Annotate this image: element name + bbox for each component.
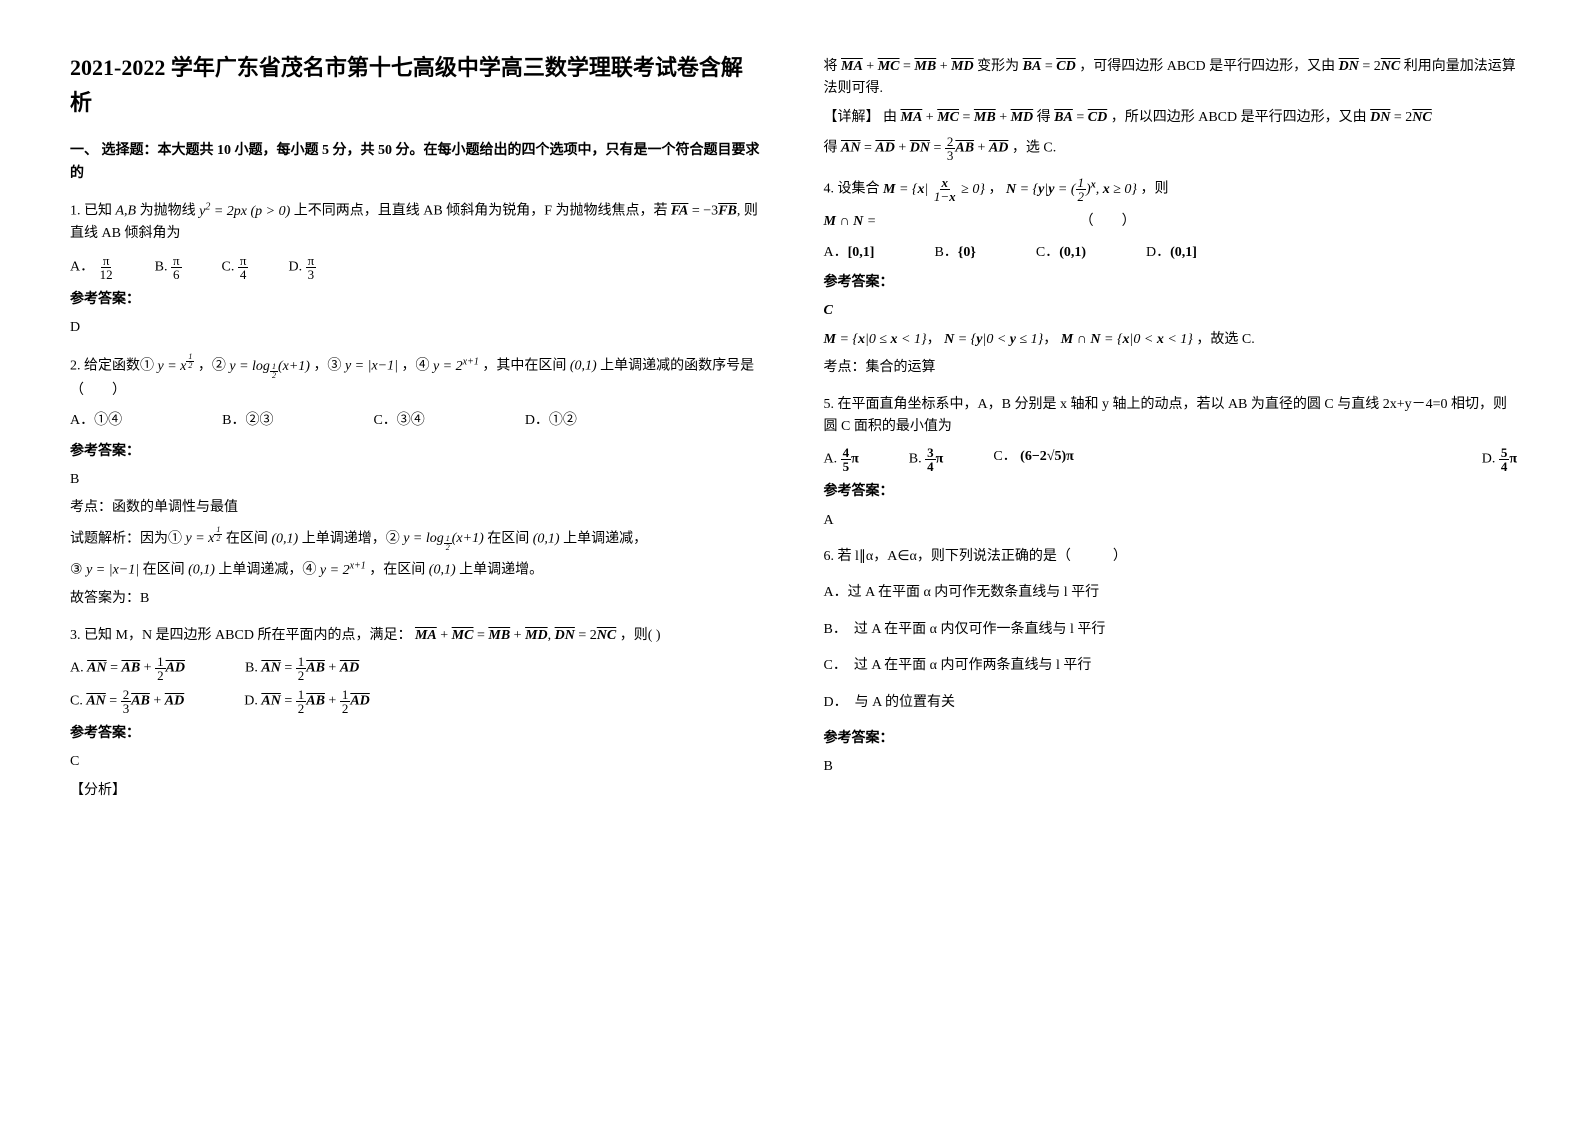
q2-final: 故答案为：B	[70, 588, 764, 610]
q3-answer-label: 参考答案：	[70, 723, 764, 745]
exam-title: 2021-2022 学年广东省茂名市第十七高级中学高三数学理联考试卷含解析	[70, 50, 764, 120]
q2-answer-label: 参考答案：	[70, 441, 764, 463]
q3-end: ，则( )	[620, 628, 661, 643]
q2-t3: ，③	[313, 359, 341, 374]
q3-cont-1: 将 MA + MC = MB + MD 变形为 BA = CD ，可得四边形 A…	[824, 56, 1518, 101]
q2-analysis: 试题解析：因为① y = x12 在区间 (0,1) 上单调递增，② y = l…	[70, 526, 764, 552]
q1-mid: 为抛物线	[140, 204, 200, 219]
q1-opt-c: C. π4	[222, 254, 249, 281]
q4-answer-label: 参考答案：	[824, 272, 1518, 294]
q2-t2: ，②	[198, 359, 230, 374]
q2-f1: y = x12	[158, 359, 195, 374]
q2-opt-a: A．①④	[70, 410, 122, 432]
q4-answer: C	[824, 300, 1518, 322]
q2-f2: y = log12(x+1)	[229, 359, 310, 374]
q3-opt-d: D. AN = 12AB + 12AD	[244, 688, 370, 715]
q3-cont-3: 得 AN = AD + DN = 23AB + AD ，选 C.	[824, 135, 1518, 162]
q6-opt-a: A．过 A 在平面 α 内可作无数条直线与 l 平行	[824, 582, 1518, 604]
q2-t4: ，④	[401, 359, 429, 374]
question-6: 6. 若 l∥α，A∈α，则下列说法正确的是（ ）	[824, 546, 1518, 568]
q2-opt-b: B．②③	[222, 410, 273, 432]
q6-answer: B	[824, 756, 1518, 778]
q6-opt-d: D． 与 A 的位置有关	[824, 692, 1518, 714]
q2-t5: ，其中在区间	[482, 359, 566, 374]
q2-f4: y = 2x+1	[433, 359, 479, 374]
q5-answer-label: 参考答案：	[824, 481, 1518, 503]
q4-opt-d: D．(0,1]	[1146, 242, 1197, 264]
q4-mn: M ∩ N = （ ）	[824, 211, 1518, 233]
question-5: 5. 在平面直角坐标系中，A，B 分别是 x 轴和 y 轴上的动点，若以 AB …	[824, 394, 1518, 439]
q2-answer: B	[70, 469, 764, 491]
q3-fenxi: 【分析】	[70, 780, 764, 802]
q3-answer: C	[70, 751, 764, 773]
q1-fb-vec: FB	[718, 204, 737, 219]
q6-opt-b: B． 过 A 在平面 α 内仅可作一条直线与 l 平行	[824, 619, 1518, 641]
q1-answer-label: 参考答案：	[70, 289, 764, 311]
q5-opt-d: D. 54π	[1482, 446, 1517, 473]
q3-opt-b: B. AN = 12AB + AD	[245, 655, 359, 682]
right-column: 将 MA + MC = MB + MD 变形为 BA = CD ，可得四边形 A…	[794, 50, 1548, 1072]
q2-f3: y = |x−1|	[345, 359, 398, 374]
q3-cont-2: 【详解】 由 MA + MC = MB + MD 得 BA = CD ，所以四边…	[824, 107, 1518, 129]
q5-options: A. 45π B. 34π C． (6−2√5)π D. 54π	[824, 446, 1518, 473]
q4-opt-c: C．(0,1)	[1036, 242, 1086, 264]
q1-ab: A,B	[116, 204, 137, 219]
q1-opt-b: B. π6	[155, 254, 182, 281]
q5-opt-b: B. 34π	[909, 446, 944, 473]
q1-opt-a: A． π12	[70, 254, 115, 281]
q1-options: A． π12 B. π6 C. π4 D. π3	[70, 254, 764, 281]
q1-parabola: y2 = 2px (p > 0)	[199, 204, 290, 219]
question-2: 2. 给定函数① y = x12 ，② y = log12(x+1) ，③ y …	[70, 353, 764, 402]
q4-kaodian: 考点：集合的运算	[824, 357, 1518, 379]
q3-text: 3. 已知 M，N 是四边形 ABCD 所在平面内的点，满足：	[70, 628, 411, 643]
q4-solution: M = {x|0 ≤ x < 1}， N = {y|0 < y ≤ 1}， M …	[824, 329, 1518, 351]
q1-answer: D	[70, 317, 764, 339]
q5-opt-c: C． (6−2√5)π	[993, 446, 1074, 473]
q3-opt-c: C. AN = 23AB + AD	[70, 688, 184, 715]
question-3: 3. 已知 M，N 是四边形 ABCD 所在平面内的点，满足： MA + MC …	[70, 625, 764, 647]
q1-prefix: 1. 已知	[70, 204, 116, 219]
q6-opt-c: C． 过 A 在平面 α 内可作两条直线与 l 平行	[824, 655, 1518, 677]
q1-after: 上不同两点，且直线 AB 倾斜角为锐角，F 为抛物线焦点，若	[294, 204, 671, 219]
q5-opt-a: A. 45π	[824, 446, 859, 473]
q2-text: 2. 给定函数①	[70, 359, 158, 374]
section-heading: 一、 选择题：本大题共 10 小题，每小题 5 分，共 50 分。在每小题给出的…	[70, 140, 764, 185]
q2-opt-c: C．③④	[373, 410, 424, 432]
q4-options: A．[0,1] B．{0} C．(0,1) D．(0,1]	[824, 242, 1518, 264]
q2-opt-d: D．①②	[525, 410, 577, 432]
q3-opt-a: A. AN = AB + 12AD	[70, 655, 185, 682]
q2-kaodian: 考点：函数的单调性与最值	[70, 497, 764, 519]
q2-analysis-2: ③ y = |x−1| 在区间 (0,1) 上单调递减，④ y = 2x+1 ，…	[70, 558, 764, 582]
question-1: 1. 已知 A,B 为抛物线 y2 = 2px (p > 0) 上不同两点，且直…	[70, 199, 764, 245]
q2-options: A．①④ B．②③ C．③④ D．①②	[70, 410, 764, 432]
question-4: 4. 设集合 M = {x| x1−x ≥ 0} ， N = {y|y = (1…	[824, 176, 1518, 203]
q2-interval: (0,1)	[570, 359, 597, 374]
q3-options-row1: A. AN = AB + 12AD B. AN = 12AB + AD	[70, 655, 764, 682]
left-column: 2021-2022 学年广东省茂名市第十七高级中学高三数学理联考试卷含解析 一、…	[40, 50, 794, 1072]
q1-opt-d: D. π3	[288, 254, 316, 281]
q1-fa-vec: FA	[671, 204, 688, 219]
q4-opt-a: A．[0,1]	[824, 242, 875, 264]
q3-options-row2: C. AN = 23AB + AD D. AN = 12AB + 12AD	[70, 688, 764, 715]
q4-opt-b: B．{0}	[934, 242, 975, 264]
q6-answer-label: 参考答案：	[824, 728, 1518, 750]
q5-answer: A	[824, 510, 1518, 532]
